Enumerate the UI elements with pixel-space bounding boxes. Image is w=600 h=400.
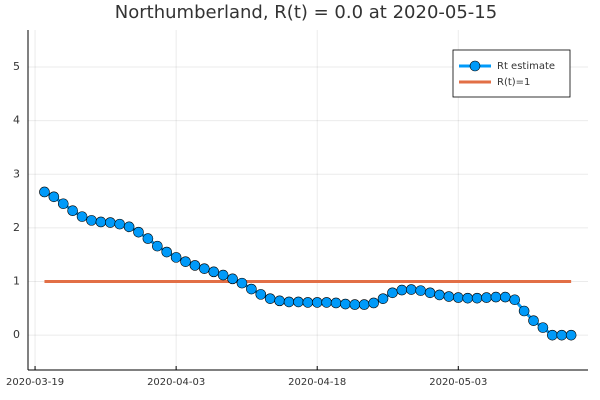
- y-tick-label: 3: [13, 167, 20, 180]
- point: [377, 293, 389, 304]
- point: [537, 322, 549, 333]
- point: [293, 296, 304, 308]
- point: [39, 186, 50, 198]
- point: [396, 284, 408, 296]
- legend-box: [452, 49, 571, 98]
- point: [462, 292, 473, 304]
- point: [67, 205, 78, 217]
- chart-title: Northumberland, R(t) = 0.0 at 2020-05-15: [115, 2, 497, 23]
- point: [133, 226, 144, 238]
- point: [255, 289, 267, 300]
- point: [528, 315, 539, 326]
- point: [180, 256, 191, 267]
- y-tick-label: 0: [13, 328, 20, 341]
- point: [490, 291, 502, 303]
- point: [547, 329, 558, 341]
- point: [500, 291, 511, 303]
- point: [556, 329, 568, 341]
- point: [104, 217, 116, 228]
- y-tick-label: 4: [13, 114, 20, 127]
- point: [114, 218, 126, 230]
- point: [415, 285, 426, 296]
- x-tick-label: 2020-03-19: [6, 377, 64, 388]
- point: [236, 277, 248, 289]
- point: [170, 252, 182, 263]
- point: [48, 191, 60, 203]
- point: [189, 260, 201, 271]
- point: [217, 269, 229, 281]
- point: [340, 298, 351, 310]
- point: [387, 287, 398, 299]
- point: [302, 297, 314, 308]
- point: [565, 329, 577, 341]
- point: [471, 292, 483, 304]
- point: [443, 291, 455, 302]
- y-tick-label: 5: [13, 60, 20, 73]
- point: [349, 299, 361, 310]
- point: [368, 297, 379, 309]
- point: [274, 295, 285, 307]
- point: [509, 294, 521, 306]
- point: [199, 263, 210, 274]
- point: [481, 292, 492, 303]
- point: [283, 296, 295, 308]
- point: [76, 211, 88, 222]
- point: [208, 266, 220, 278]
- point: [57, 198, 69, 210]
- point: [434, 289, 445, 301]
- point: [321, 297, 332, 308]
- x-tick-label: 2020-04-18: [288, 377, 346, 388]
- point: [424, 287, 436, 299]
- point: [123, 221, 135, 233]
- point: [86, 215, 97, 226]
- x-tick-label: 2020-04-03: [147, 377, 205, 388]
- y-tick-label: 1: [13, 275, 20, 288]
- point: [264, 293, 276, 304]
- point: [227, 273, 238, 285]
- point: [246, 283, 257, 295]
- legend-label: Rt estimate: [497, 61, 555, 72]
- point: [518, 305, 530, 317]
- x-tick-label: 2020-05-03: [429, 377, 487, 388]
- legend-label: R(t)=1: [497, 77, 530, 88]
- point: [161, 246, 173, 258]
- point: [405, 284, 417, 295]
- point: [142, 233, 154, 244]
- point: [95, 216, 107, 228]
- point: [311, 297, 323, 308]
- point: [358, 299, 370, 310]
- point: [452, 292, 464, 303]
- point: [152, 240, 163, 252]
- y-tick-label: 2: [13, 221, 20, 234]
- legend-marker: [469, 60, 481, 72]
- line: [43, 190, 572, 337]
- point: [330, 297, 342, 309]
